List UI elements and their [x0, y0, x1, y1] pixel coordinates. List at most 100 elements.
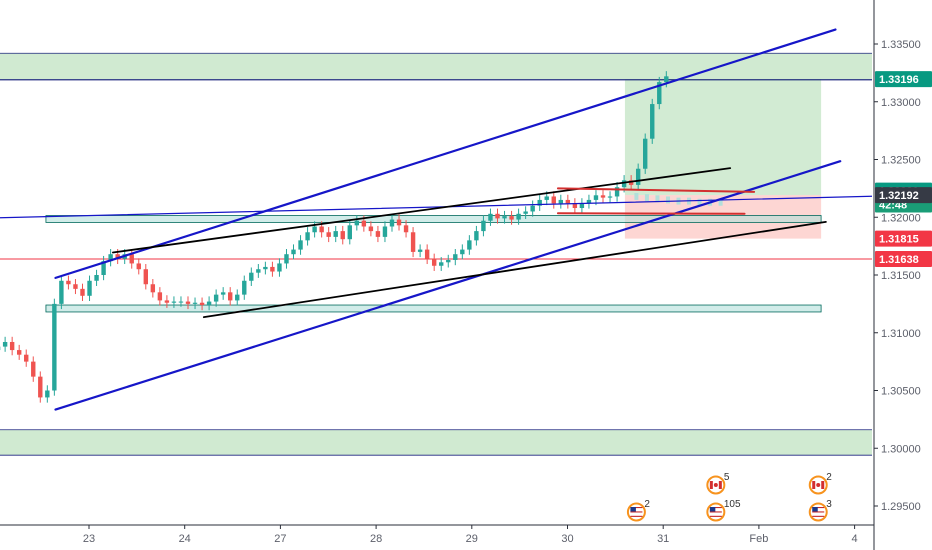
price-badge: 1.31815 — [875, 230, 932, 247]
candle — [579, 198, 585, 214]
trend-line[interactable] — [556, 212, 746, 215]
candle — [136, 258, 141, 275]
price-badge: 1.33196 — [875, 71, 932, 88]
candle — [453, 249, 458, 266]
candle — [481, 215, 486, 237]
trend-line[interactable] — [202, 220, 827, 319]
candle — [249, 267, 254, 286]
trend-line[interactable] — [556, 187, 756, 193]
event-count: 3 — [826, 499, 832, 510]
candle — [291, 244, 296, 260]
ca-event-icon[interactable]: 2 — [808, 472, 833, 495]
time-tick-label: 28 — [370, 533, 382, 545]
trend-line[interactable] — [0, 195, 874, 219]
price-axis[interactable]: 1.33500 1.33000 1.32500 1.32000 1.31500 1.310… — [873, 0, 932, 550]
candle — [495, 208, 500, 224]
candle — [171, 296, 177, 308]
time-tick-label: 31 — [657, 533, 669, 545]
candle — [129, 249, 134, 269]
candle — [439, 257, 444, 271]
time-tick-label: 23 — [83, 533, 95, 545]
candle — [80, 283, 85, 301]
candle — [326, 227, 331, 243]
candle — [87, 275, 92, 301]
candle — [178, 296, 184, 307]
price-tick-label: 1.33000 — [881, 97, 921, 109]
candle — [551, 191, 556, 209]
candle — [213, 289, 219, 307]
range-box[interactable] — [45, 215, 822, 223]
candle — [45, 385, 50, 403]
candle — [502, 210, 507, 224]
candle — [220, 287, 226, 300]
price-badge: 1.31638 — [875, 251, 932, 268]
us-event-icon[interactable]: 105 — [706, 499, 741, 522]
range-box[interactable] — [45, 304, 822, 313]
trend-lines-layer — [0, 28, 874, 411]
candle — [143, 264, 148, 290]
candle — [650, 98, 655, 144]
price-tick-label: 1.30500 — [881, 386, 921, 398]
candle — [607, 191, 613, 203]
trend-line[interactable] — [112, 167, 732, 254]
price-tick-label: 1.30000 — [881, 443, 921, 455]
candle — [347, 220, 352, 245]
candle — [509, 210, 514, 225]
candle — [73, 279, 78, 295]
us-event-icon[interactable]: 3 — [808, 499, 833, 522]
price-tick-label: 1.32000 — [881, 212, 921, 224]
price-tick-label: 1.29500 — [881, 501, 921, 513]
candle — [305, 227, 310, 246]
price-badge: 1.32192 — [875, 187, 932, 204]
candle — [382, 221, 388, 243]
candle — [164, 295, 170, 308]
candle — [277, 258, 282, 277]
candle — [474, 225, 479, 246]
candle — [9, 336, 15, 356]
candle — [340, 225, 345, 245]
trend-line[interactable] — [54, 160, 842, 411]
candle — [467, 235, 472, 255]
event-count: 2 — [826, 472, 832, 483]
trend-line[interactable] — [54, 28, 837, 279]
candle — [333, 225, 338, 243]
events-layer[interactable]: 2 5 105 2 3 — [626, 472, 833, 522]
candle — [537, 194, 542, 211]
projected-candle — [655, 195, 660, 203]
us-event-icon[interactable]: 2 — [626, 499, 651, 522]
candle — [572, 198, 578, 214]
candle — [263, 261, 268, 275]
time-tick-label: 27 — [274, 533, 286, 545]
projected-candle — [634, 192, 639, 200]
price-axis-bg[interactable] — [874, 0, 932, 550]
projected-candle — [665, 196, 670, 204]
candle — [94, 269, 99, 286]
event-count: 5 — [724, 472, 730, 483]
candle — [417, 244, 423, 258]
candle — [284, 249, 289, 269]
candle — [488, 208, 493, 226]
svg-text:1.33196: 1.33196 — [879, 74, 919, 86]
candle — [389, 214, 395, 232]
candle — [460, 244, 465, 260]
candle — [298, 235, 303, 255]
candles-layer — [0, 71, 723, 403]
supply-zone — [0, 53, 872, 80]
time-tick-label: 30 — [561, 533, 573, 545]
candle — [410, 227, 416, 258]
time-tick-label: Feb — [749, 533, 768, 545]
demand-zone — [0, 429, 872, 456]
ca-event-icon[interactable]: 5 — [706, 472, 730, 495]
candle — [403, 220, 409, 238]
candle — [523, 206, 528, 219]
candle — [59, 275, 64, 310]
candle — [396, 214, 402, 231]
time-axis[interactable]: 23 24 27 28 29 30 31 Feb 4 — [0, 524, 874, 545]
svg-text:1.31638: 1.31638 — [879, 254, 919, 266]
candle — [2, 336, 8, 352]
candle — [375, 225, 381, 243]
candle — [52, 298, 57, 396]
candle — [530, 200, 535, 217]
candle — [354, 215, 360, 231]
